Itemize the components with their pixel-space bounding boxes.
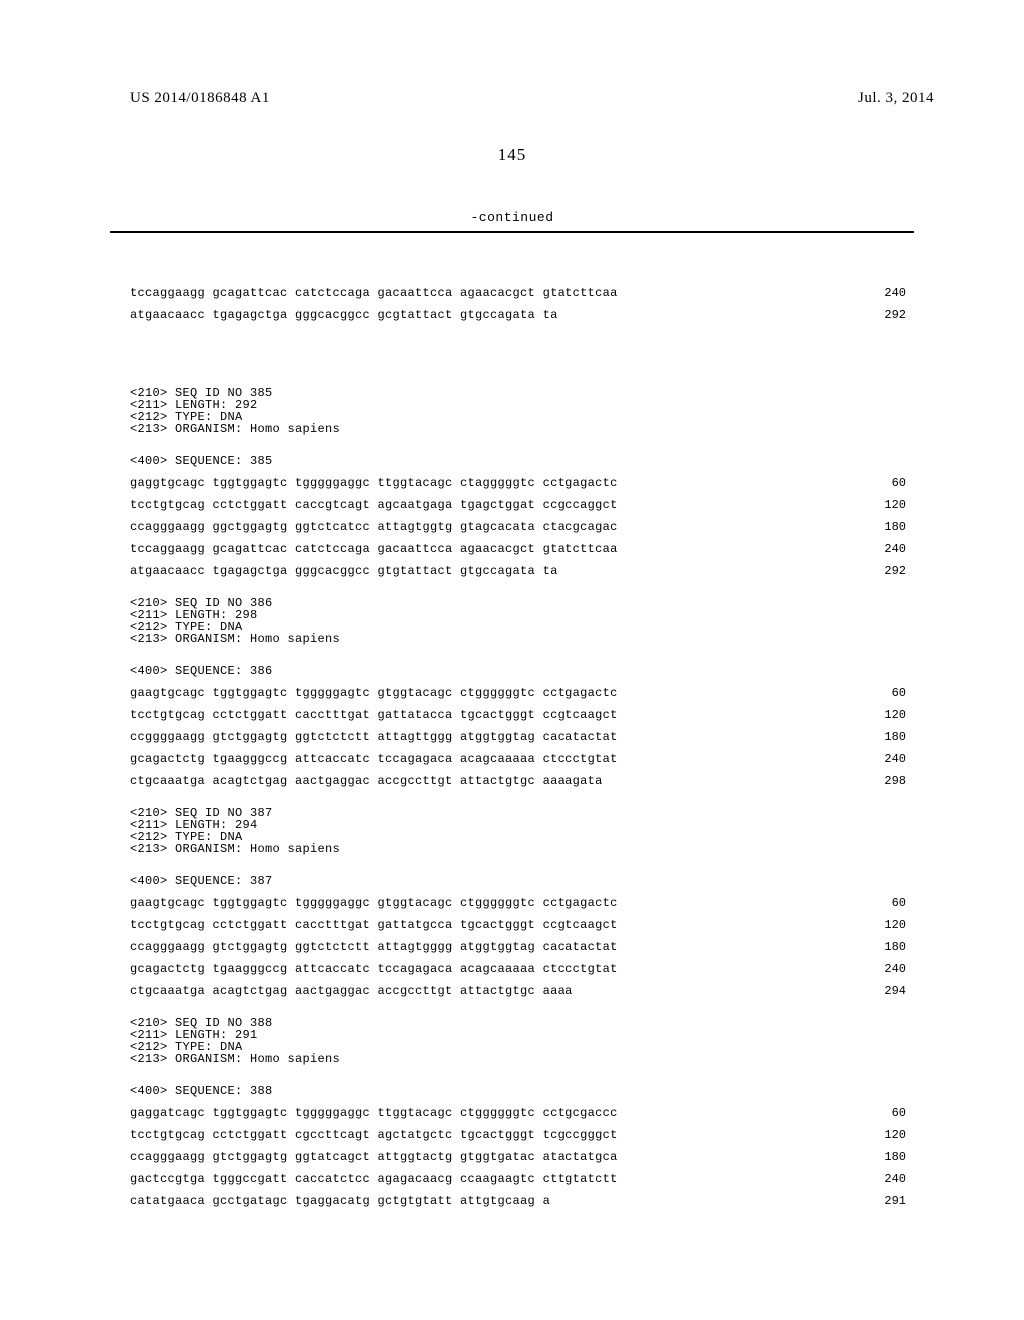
sequence-line: gactccgtga tgggccgatt caccatctcc agagaca… [130,1173,914,1185]
sequence-line: ccagggaagg gtctggagtg ggtatcagct attggta… [130,1151,914,1163]
sequence-text: tcctgtgcag cctctggatt cacctttgat gattata… [130,709,618,721]
sequence-text: tccaggaagg gcagattcac catctccaga gacaatt… [130,543,618,555]
sequence-position: 240 [874,287,914,299]
metadata-line: <213> ORGANISM: Homo sapiens [130,423,914,435]
metadata-line: <213> ORGANISM: Homo sapiens [130,1053,914,1065]
sequence-text: ctgcaaatga acagtctgag aactgaggac accgcct… [130,985,573,997]
sequence-line: ccggggaagg gtctggagtg ggtctctctt attagtt… [130,731,914,743]
sequence-line: atgaacaacc tgagagctga gggcacggcc gcgtatt… [130,309,914,321]
metadata-line: <211> LENGTH: 298 [130,609,914,621]
metadata-line: <213> ORGANISM: Homo sapiens [130,843,914,855]
sequence-text: gcagactctg tgaagggccg attcaccatc tccagag… [130,963,618,975]
metadata-line: <213> ORGANISM: Homo sapiens [130,633,914,645]
sequence-text: atgaacaacc tgagagctga gggcacggcc gcgtatt… [130,309,558,321]
sequence-line: gaggatcagc tggtggagtc tgggggaggc ttggtac… [130,1107,914,1119]
sequence-metadata: <210> SEQ ID NO 386<211> LENGTH: 298<212… [130,597,914,645]
sequence-text: catatgaaca gcctgatagc tgaggacatg gctgtgt… [130,1195,550,1207]
sequence-position: 60 [874,1107,914,1119]
sequence-text: tcctgtgcag cctctggatt cacctttgat gattatg… [130,919,618,931]
sequence-listing-content: tccaggaagg gcagattcac catctccaga gacaatt… [130,251,914,1241]
sequence-text: gactccgtga tgggccgatt caccatctcc agagaca… [130,1173,618,1185]
page-number: 145 [0,145,1024,165]
sequence-line: tcctgtgcag cctctggatt cacctttgat gattatg… [130,919,914,931]
sequence-line: tcctgtgcag cctctggatt caccgtcagt agcaatg… [130,499,914,511]
sequence-position: 298 [874,775,914,787]
sequence-label: <400> SEQUENCE: 385 [130,455,914,467]
sequence-position: 292 [874,565,914,577]
sequence-position: 180 [874,941,914,953]
sequence-line: gaagtgcagc tggtggagtc tgggggagtc gtggtac… [130,687,914,699]
sequence-metadata: <210> SEQ ID NO 385<211> LENGTH: 292<212… [130,387,914,435]
sequence-text: tcctgtgcag cctctggatt cgccttcagt agctatg… [130,1129,618,1141]
publication-number: US 2014/0186848 A1 [130,90,270,107]
sequence-text: tccaggaagg gcagattcac catctccaga gacaatt… [130,287,618,299]
sequence-line: tccaggaagg gcagattcac catctccaga gacaatt… [130,287,914,299]
sequence-position: 294 [874,985,914,997]
metadata-line: <211> LENGTH: 294 [130,819,914,831]
sequence-position: 292 [874,309,914,321]
sequence-line: ctgcaaatga acagtctgag aactgaggac accgcct… [130,775,914,787]
sequence-text: tcctgtgcag cctctggatt caccgtcagt agcaatg… [130,499,618,511]
sequence-line: ctgcaaatga acagtctgag aactgaggac accgcct… [130,985,914,997]
sequence-position: 180 [874,731,914,743]
sequence-line: atgaacaacc tgagagctga gggcacggcc gtgtatt… [130,565,914,577]
sequence-label: <400> SEQUENCE: 387 [130,875,914,887]
continued-label: -continued [0,210,1024,225]
sequence-position: 60 [874,897,914,909]
sequence-text: gaagtgcagc tggtggagtc tgggggaggc gtggtac… [130,897,618,909]
sequence-text: ccagggaagg gtctggagtg ggtctctctt attagtg… [130,941,618,953]
sequence-position: 120 [874,499,914,511]
sequence-position: 120 [874,1129,914,1141]
sequence-label: <400> SEQUENCE: 386 [130,665,914,677]
sequence-text: gaagtgcagc tggtggagtc tgggggagtc gtggtac… [130,687,618,699]
orphan-sequence-lines: tccaggaagg gcagattcac catctccaga gacaatt… [130,287,914,321]
sequence-line: tccaggaagg gcagattcac catctccaga gacaatt… [130,543,914,555]
sequence-text: gaggtgcagc tggtggagtc tgggggaggc ttggtac… [130,477,618,489]
sequence-text: ctgcaaatga acagtctgag aactgaggac accgcct… [130,775,603,787]
sequence-metadata: <210> SEQ ID NO 387<211> LENGTH: 294<212… [130,807,914,855]
sequence-text: ccagggaagg gtctggagtg ggtatcagct attggta… [130,1151,618,1163]
sequence-position: 60 [874,477,914,489]
sequence-text: ccggggaagg gtctggagtg ggtctctctt attagtt… [130,731,618,743]
patent-header: US 2014/0186848 A1 Jul. 3, 2014 [0,0,1024,107]
sequence-line: gaagtgcagc tggtggagtc tgggggaggc gtggtac… [130,897,914,909]
sequence-position: 240 [874,963,914,975]
horizontal-rule [110,231,914,233]
sequence-line: catatgaaca gcctgatagc tgaggacatg gctgtgt… [130,1195,914,1207]
sequence-position: 120 [874,919,914,931]
sequence-line: gcagactctg tgaagggccg attcaccatc tccagag… [130,753,914,765]
sequence-text: ccagggaagg ggctggagtg ggtctcatcc attagtg… [130,521,618,533]
sequence-label: <400> SEQUENCE: 388 [130,1085,914,1097]
sequence-text: gaggatcagc tggtggagtc tgggggaggc ttggtac… [130,1107,618,1119]
sequence-position: 180 [874,521,914,533]
sequence-line: tcctgtgcag cctctggatt cgccttcagt agctatg… [130,1129,914,1141]
sequence-position: 120 [874,709,914,721]
sequence-position: 240 [874,543,914,555]
sequence-line: gaggtgcagc tggtggagtc tgggggaggc ttggtac… [130,477,914,489]
sequence-line: ccagggaagg ggctggagtg ggtctcatcc attagtg… [130,521,914,533]
sequence-line: tcctgtgcag cctctggatt cacctttgat gattata… [130,709,914,721]
sequence-position: 180 [874,1151,914,1163]
sequence-position: 240 [874,1173,914,1185]
publication-date: Jul. 3, 2014 [858,90,934,107]
metadata-line: <211> LENGTH: 292 [130,399,914,411]
metadata-line: <211> LENGTH: 291 [130,1029,914,1041]
sequence-text: atgaacaacc tgagagctga gggcacggcc gtgtatt… [130,565,558,577]
sequence-position: 60 [874,687,914,699]
sequence-text: gcagactctg tgaagggccg attcaccatc tccagag… [130,753,618,765]
sequence-line: ccagggaagg gtctggagtg ggtctctctt attagtg… [130,941,914,953]
sequence-metadata: <210> SEQ ID NO 388<211> LENGTH: 291<212… [130,1017,914,1065]
sequence-position: 240 [874,753,914,765]
sequence-line: gcagactctg tgaagggccg attcaccatc tccagag… [130,963,914,975]
sequence-position: 291 [874,1195,914,1207]
